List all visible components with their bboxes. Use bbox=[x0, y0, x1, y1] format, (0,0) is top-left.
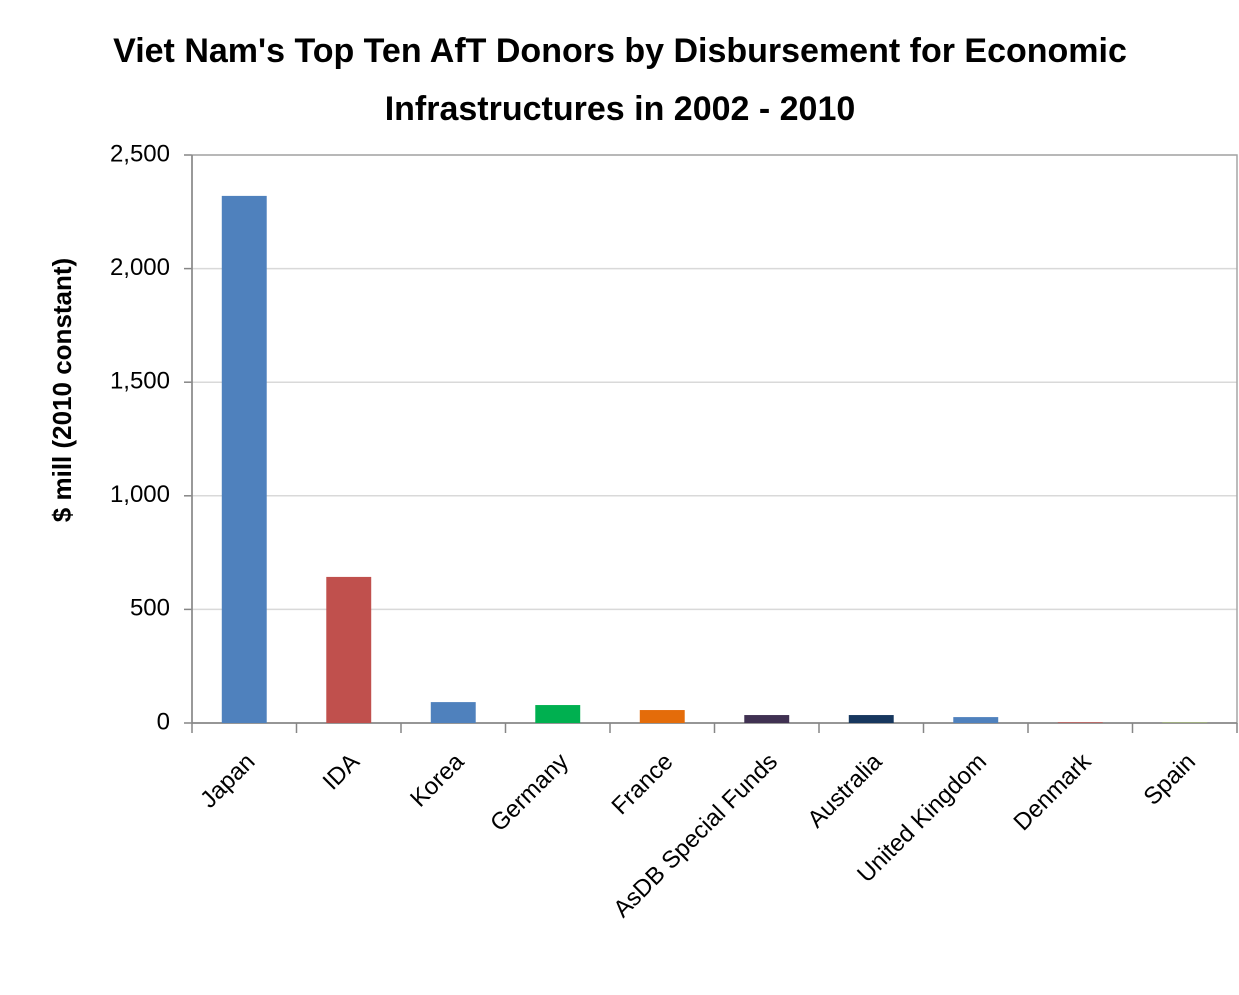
bar bbox=[744, 715, 790, 723]
y-axis-label: $ mill (2010 constant) bbox=[47, 258, 77, 522]
x-tick-label: Japan bbox=[195, 748, 260, 813]
y-tick-label: 0 bbox=[157, 708, 170, 735]
x-tick-label: Spain bbox=[1138, 748, 1201, 811]
bar bbox=[1057, 722, 1103, 723]
chart-title: Viet Nam's Top Ten AfT Donors by Disburs… bbox=[113, 32, 1127, 128]
y-tick-label: 500 bbox=[130, 595, 170, 622]
bar bbox=[326, 576, 372, 723]
x-tick-label: Australia bbox=[802, 748, 888, 834]
y-tick-label: 1,500 bbox=[110, 368, 170, 395]
bar bbox=[953, 717, 999, 723]
bar bbox=[639, 710, 685, 723]
x-tick-label: IDA bbox=[318, 748, 365, 795]
x-tick-label: Germany bbox=[485, 748, 574, 837]
x-tick-label: France bbox=[607, 748, 679, 820]
y-tick-label: 2,000 bbox=[110, 254, 170, 281]
y-tick-label: 1,000 bbox=[110, 481, 170, 508]
x-tick-label: Denmark bbox=[1009, 747, 1098, 836]
bar bbox=[221, 195, 267, 723]
bar bbox=[848, 715, 894, 723]
x-tick-label: Korea bbox=[405, 748, 470, 813]
bar bbox=[535, 705, 581, 723]
y-tick-label: 2,500 bbox=[110, 140, 170, 167]
bar bbox=[430, 702, 476, 723]
